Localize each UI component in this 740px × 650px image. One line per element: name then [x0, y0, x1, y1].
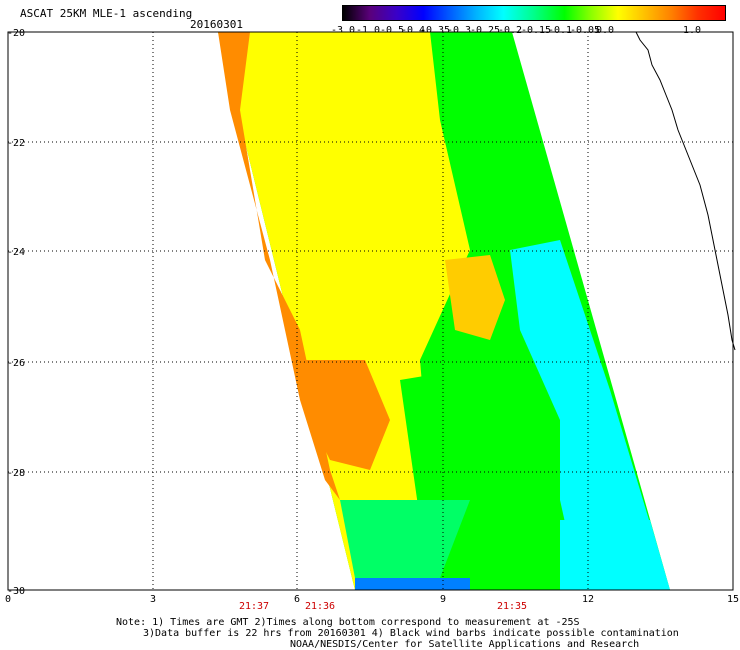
colorbar-label: -0.3 [446, 25, 472, 36]
map-date: 20160301 [190, 18, 243, 31]
x-axis-label: 15 [727, 594, 739, 605]
colorbar-label: -0.25 [469, 25, 501, 36]
colorbar-label: 0.0 [595, 25, 615, 36]
coastline [635, 31, 736, 351]
swath-green-bottom [340, 500, 470, 578]
note-line-3: NOAA/NESDIS/Center for Satellite Applica… [290, 639, 640, 650]
y-axis-label: -24 [7, 247, 25, 258]
colorbar-label: 1.0 [682, 25, 702, 36]
swath-cyan [510, 240, 670, 590]
colorbar-label: -0.15 [520, 25, 552, 36]
colorbar-label: -0.4 [400, 25, 426, 36]
time-label: 21:37 [239, 601, 269, 612]
swath-orange-patch [305, 360, 390, 470]
x-axis-label: 6 [294, 594, 300, 605]
time-label: 21:36 [305, 601, 335, 612]
colorbar-label: -0.05 [569, 25, 601, 36]
colorbar-label: -0.35 [419, 25, 451, 36]
colorbar-label: -0.2 [497, 25, 523, 36]
map-title: ASCAT 25KM MLE-1 ascending [20, 7, 193, 20]
x-axis-label: 3 [150, 594, 156, 605]
y-axis-label: -28 [7, 468, 25, 479]
map-frame [7, 31, 734, 591]
y-axis-label: -30 [7, 586, 25, 597]
swath-blue-bottom [355, 578, 470, 590]
swath-yellow [218, 32, 470, 590]
y-axis-label: -20 [7, 28, 25, 39]
y-axis-label: -26 [7, 358, 25, 369]
time-label: 21:35 [497, 601, 527, 612]
scatterometer-swath [218, 32, 670, 590]
swath-cyan-bottom [560, 520, 670, 590]
swath-green-middle [400, 360, 560, 520]
colorbar-labels: -3.0 -1.0 -0.5 -0.4 -0.35 -0.3 -0.25 -0.2 -0.15-… [330, 25, 735, 37]
colorbar-label: -0.1 [547, 25, 573, 36]
x-axis-label: 0 [5, 594, 11, 605]
colorbar-label: -3.0 [330, 25, 356, 36]
x-axis-label: 12 [582, 594, 594, 605]
note-line-2: 3)Data buffer is 22 hrs from 20160301 4)… [143, 628, 679, 639]
colorbar-label: -0.5 [379, 25, 405, 36]
swath-gold-patch [445, 255, 505, 340]
x-axis-label: 9 [440, 594, 446, 605]
colorbar-label: -1.0 [355, 25, 381, 36]
y-axis-label: -22 [7, 138, 25, 149]
colorbar [342, 5, 726, 21]
note-line-1: Note: 1) Times are GMT 2)Times along bot… [116, 617, 580, 628]
